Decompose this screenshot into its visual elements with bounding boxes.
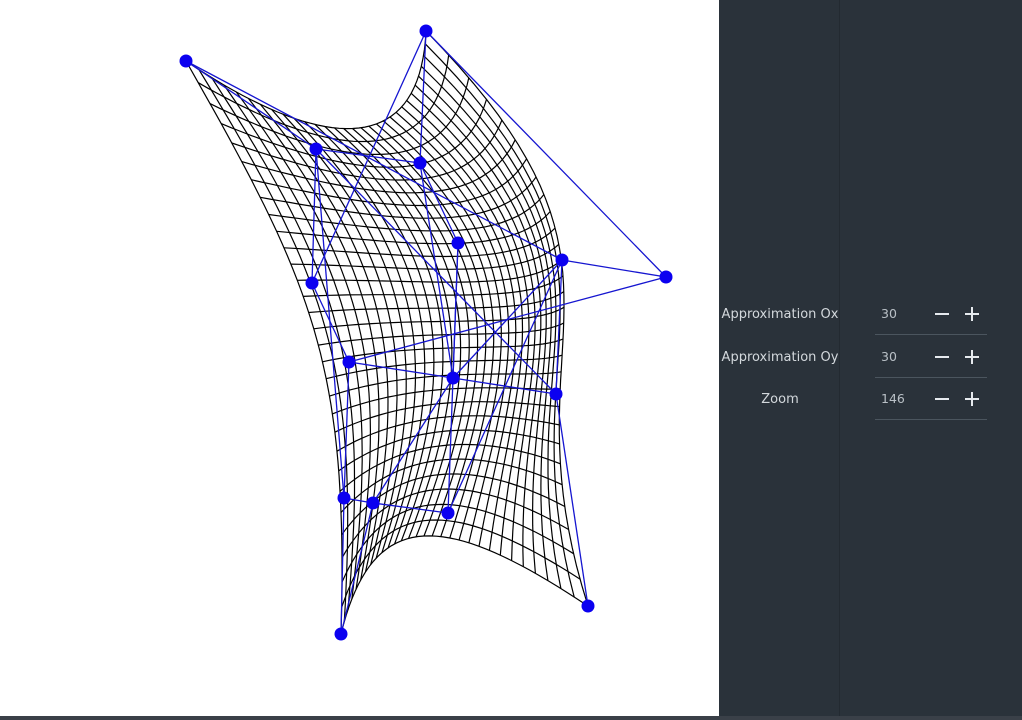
control-net-edge (348, 276, 667, 363)
mesh-line-v (211, 77, 356, 610)
mesh-line-v (395, 111, 517, 547)
mesh-line-v (420, 65, 552, 581)
approximation-oy-row: Approximation Oy 30 (719, 338, 1022, 378)
mesh-line-v (282, 113, 407, 559)
control-net-edge (372, 502, 449, 514)
mesh-line-u (198, 54, 450, 143)
control-point[interactable] (419, 24, 433, 38)
control-net-edge (311, 30, 427, 284)
mesh-line-v (376, 123, 495, 539)
control-point[interactable] (549, 387, 563, 401)
zoom-decrement-button[interactable] (932, 389, 952, 409)
mesh-line-v (259, 103, 389, 573)
zoom-increment-button[interactable] (962, 389, 982, 409)
zoom-row: Zoom 146 (719, 380, 1022, 420)
control-point[interactable] (413, 156, 427, 170)
mesh-line-v (235, 91, 372, 590)
control-point[interactable] (441, 506, 455, 520)
approximation-ox-label: Approximation Ox (721, 307, 839, 322)
mesh-line-v (271, 109, 398, 565)
control-point[interactable] (334, 627, 348, 641)
control-net-edge (185, 60, 563, 261)
zoom-label: Zoom (761, 392, 799, 407)
minus-icon (935, 356, 949, 358)
control-net-edge (447, 259, 563, 514)
zoom-spinbox[interactable]: 146 (875, 380, 987, 420)
approximation-oy-label: Approximation Oy (721, 350, 839, 365)
mesh-line-v (334, 127, 453, 539)
mesh-line-u (329, 371, 562, 397)
control-net-edge (315, 148, 345, 499)
mesh-line-u (251, 158, 528, 207)
mesh-line-v (314, 123, 435, 545)
bottom-strip (0, 716, 1022, 720)
control-point[interactable] (451, 236, 465, 250)
mesh-line-v (223, 84, 363, 599)
mesh-line-v (425, 30, 589, 607)
control-net-edge (343, 361, 350, 499)
approximation-ox-decrement-button[interactable] (932, 304, 952, 324)
control-net-edge (311, 148, 317, 284)
mesh-line-v (293, 117, 417, 553)
control-net-edge (425, 30, 667, 278)
mesh-line-v (406, 100, 530, 556)
approximation-ox-row: Approximation Ox 30 (719, 295, 1022, 335)
control-points[interactable] (179, 24, 673, 641)
panel-divider (839, 0, 840, 720)
approximation-ox-increment-button[interactable] (962, 304, 982, 324)
control-net-edge (419, 30, 427, 164)
control-point[interactable] (581, 599, 595, 613)
surface-mesh (185, 30, 589, 635)
mesh-line-v (414, 84, 542, 567)
minus-icon (935, 313, 949, 315)
control-point[interactable] (179, 54, 193, 68)
control-point[interactable] (366, 496, 380, 510)
control-net-edge (348, 361, 454, 379)
control-point[interactable] (342, 355, 356, 369)
mesh-line-v (343, 128, 462, 538)
approximation-ox-spinbox[interactable]: 30 (875, 295, 987, 335)
approximation-oy-increment-button[interactable] (962, 347, 982, 367)
mesh-line-u (276, 211, 551, 245)
control-point[interactable] (309, 142, 323, 156)
control-net-edge (452, 377, 557, 395)
control-net-edge (315, 148, 421, 164)
approximation-oy-spinbox[interactable]: 30 (875, 338, 987, 378)
control-net-edge (419, 162, 459, 244)
control-point[interactable] (555, 253, 569, 267)
approximation-oy-decrement-button[interactable] (932, 347, 952, 367)
control-net (185, 30, 667, 635)
control-net-edge (340, 497, 345, 635)
mesh-line-v (418, 75, 547, 574)
mesh-line-v (248, 98, 380, 581)
control-net-edge (561, 259, 667, 278)
control-point[interactable] (305, 276, 319, 290)
mesh-line-v (401, 106, 524, 551)
control-net-edge (555, 393, 589, 607)
bezier-surface-view[interactable] (0, 0, 719, 720)
mesh-line-v (324, 126, 444, 542)
mesh-line-v (304, 121, 426, 549)
control-net-edge (419, 162, 454, 379)
control-point[interactable] (446, 371, 460, 385)
settings-panel: Approximation Ox 30 Approximation Oy 30 … (719, 0, 1022, 720)
approximation-oy-value[interactable]: 30 (881, 349, 897, 364)
control-point[interactable] (659, 270, 673, 284)
control-net-edge (185, 60, 317, 150)
zoom-value[interactable]: 146 (881, 391, 905, 406)
mesh-line-v (423, 55, 562, 589)
control-net-edge (372, 377, 454, 504)
mesh-line-v (185, 60, 343, 635)
control-point[interactable] (337, 491, 351, 505)
control-net-edge (555, 259, 563, 395)
minus-icon (935, 398, 949, 400)
mesh-line-v (198, 69, 349, 622)
approximation-ox-value[interactable]: 30 (881, 306, 897, 321)
mesh-line-v (410, 92, 536, 561)
surface-canvas[interactable] (0, 0, 719, 720)
mesh-line-v (383, 120, 502, 541)
control-net-edge (340, 502, 374, 635)
